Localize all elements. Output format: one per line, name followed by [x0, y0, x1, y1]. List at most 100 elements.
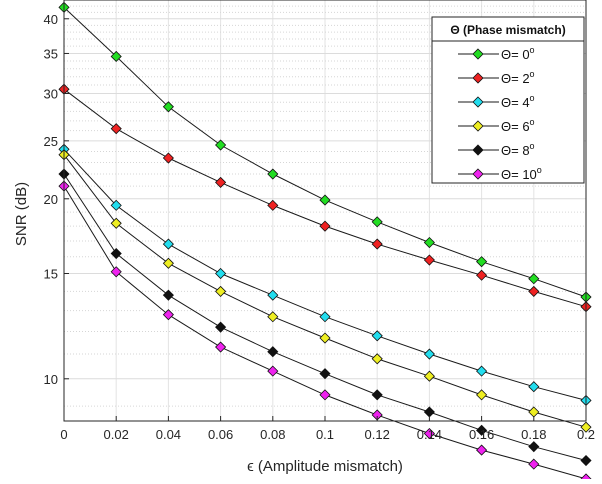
data-point: [267, 289, 279, 301]
x-tick-label: 0.14: [417, 427, 442, 442]
data-point: [423, 254, 435, 266]
legend-marker: [472, 48, 484, 60]
series-3: [58, 149, 592, 433]
data-point: [476, 269, 488, 281]
data-point: [110, 217, 122, 229]
data-point: [162, 152, 174, 164]
x-tick-label: 0.16: [469, 427, 494, 442]
y-tick-label: 10: [44, 372, 58, 387]
data-point: [371, 238, 383, 250]
legend-entry-5: Θ= 10o: [458, 165, 542, 182]
data-point: [110, 50, 122, 63]
data-point: [162, 309, 174, 321]
legend-entry-0: Θ= 0o: [458, 45, 535, 62]
data-point: [476, 389, 488, 401]
data-point: [162, 238, 174, 250]
data-point: [476, 424, 488, 436]
y-tick-label: 15: [44, 266, 58, 281]
data-point: [423, 236, 435, 249]
legend-marker: [472, 72, 484, 84]
series-2: [58, 143, 592, 407]
data-point: [110, 266, 122, 278]
legend-marker: [472, 96, 484, 108]
series-4: [58, 168, 592, 467]
data-point: [423, 370, 435, 382]
x-tick-label: 0.12: [365, 427, 390, 442]
data-point: [423, 348, 435, 360]
legend-marker: [472, 144, 484, 156]
data-point: [215, 285, 227, 297]
data-point: [319, 194, 331, 206]
legend-box: [431, 16, 585, 184]
legend-entry-2: Θ= 4o: [458, 93, 535, 110]
x-tick-label: 0.1: [316, 427, 334, 442]
legend-entry-4: Θ= 8o: [458, 141, 535, 158]
data-point: [528, 273, 540, 285]
series-layer: [58, 1, 592, 484]
legend-label: Θ= 6o: [501, 117, 535, 134]
legend-label: Θ= 8o: [501, 141, 535, 158]
legend-degree-superscript: o: [530, 69, 535, 79]
x-axis-label: ϵ (Amplitude mismatch): [247, 458, 403, 475]
data-point: [215, 176, 227, 188]
data-point: [528, 381, 540, 393]
y-axis-ticks: 10 15 20 25 30 35 40: [44, 12, 69, 387]
y-tick-label: 40: [44, 12, 58, 27]
data-point: [371, 216, 383, 228]
data-point: [371, 330, 383, 342]
data-point: [267, 168, 279, 180]
y-tick-label: 35: [44, 46, 58, 61]
data-point: [267, 346, 279, 358]
legend-entry-3: Θ= 6o: [458, 117, 535, 134]
legend: Θ (Phase mismatch) Θ= 0oΘ= 2oΘ= 4oΘ= 6oΘ…: [431, 16, 585, 184]
data-point: [423, 427, 435, 440]
data-point: [476, 365, 488, 377]
x-tick-label: 0.08: [260, 427, 285, 442]
data-point: [267, 311, 279, 323]
legend-entries: Θ= 0o Θ= 2o Θ= 4o Θ= 6o Θ= 8o Θ= 10o: [458, 45, 542, 182]
y-tick-label: 20: [44, 192, 58, 207]
series-1: [58, 83, 592, 313]
legend-title: Θ (Phase mismatch): [450, 23, 565, 37]
y-tick-label: 30: [44, 86, 58, 101]
data-point: [319, 389, 331, 401]
data-point: [371, 389, 383, 401]
x-tick-label: 0.04: [156, 427, 181, 442]
legend-marker: [472, 120, 484, 132]
legend-label: Θ= 0o: [501, 45, 535, 62]
data-point: [580, 421, 592, 433]
data-point: [476, 444, 488, 456]
x-tick-label: 0.02: [104, 427, 129, 442]
data-point: [162, 289, 174, 301]
data-point: [528, 285, 540, 297]
data-point: [476, 256, 488, 268]
x-tick-label: 0.2: [577, 427, 595, 442]
data-point: [371, 353, 383, 365]
data-point: [110, 247, 122, 260]
legend-degree-superscript: o: [530, 93, 535, 103]
legend-label: Θ= 4o: [501, 93, 535, 110]
legend-label: Θ= 10o: [501, 165, 542, 182]
x-tick-label: 0: [60, 427, 67, 442]
data-point: [110, 199, 122, 211]
data-point: [580, 473, 592, 484]
y-axis-label: SNR (dB): [13, 182, 30, 246]
legend-entry-1: Θ= 2o: [458, 69, 535, 86]
data-point: [215, 321, 227, 333]
data-point: [528, 458, 540, 470]
data-point: [319, 368, 331, 380]
data-point: [580, 454, 592, 467]
legend-marker: [472, 168, 484, 180]
data-point: [528, 441, 540, 453]
y-tick-label: 25: [44, 134, 58, 149]
data-point: [215, 139, 227, 151]
data-point: [110, 123, 122, 135]
data-point: [267, 199, 279, 211]
x-tick-label: 0.18: [521, 427, 546, 442]
data-point: [215, 341, 227, 353]
x-axis-ticks: 0 0.02 0.04 0.06 0.08 0.1 0.12 0.14 0.16 0.18 0.2: [60, 416, 595, 442]
data-point: [215, 267, 227, 280]
legend-degree-superscript: o: [530, 45, 535, 55]
